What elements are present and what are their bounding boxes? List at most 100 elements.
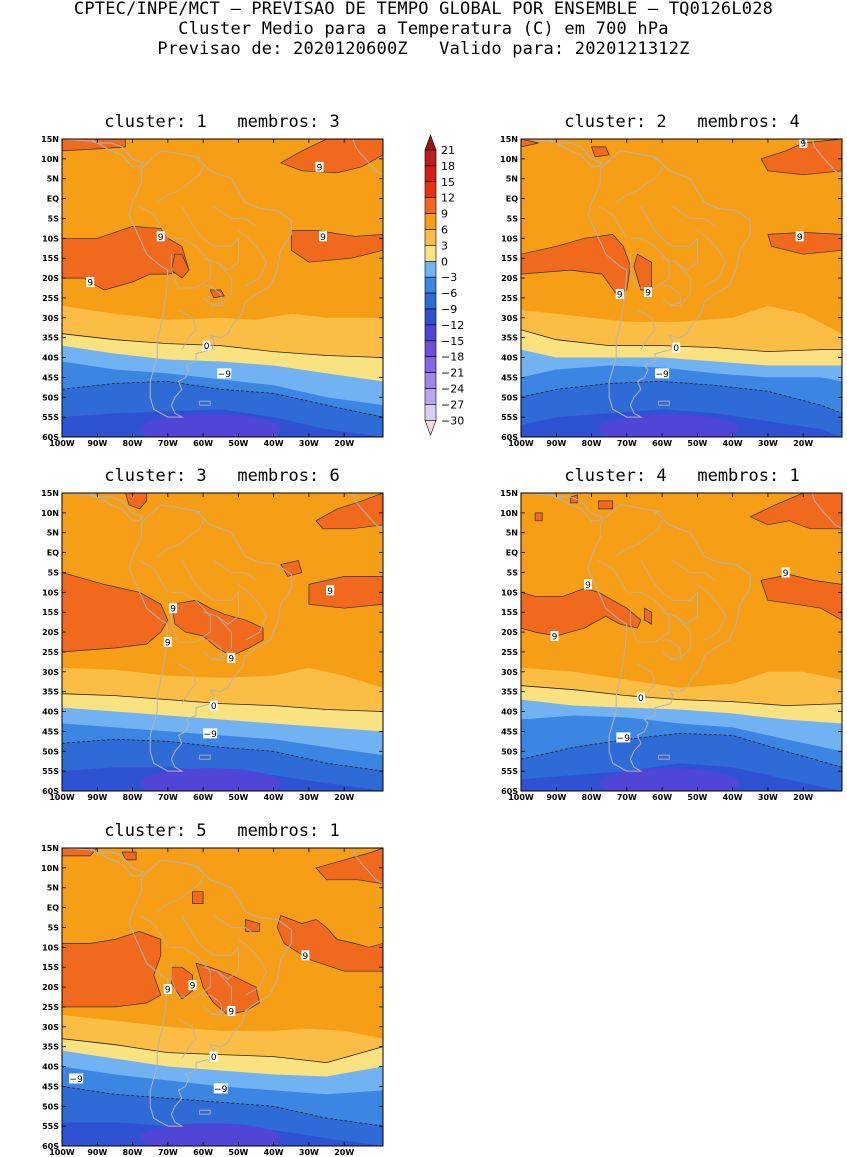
contour-label: 0 <box>673 344 679 354</box>
lat-label: 5S <box>507 215 519 224</box>
colorbar-label: −27 <box>441 398 464 411</box>
lon-label: 20W <box>334 793 354 802</box>
colorbar-swatch <box>424 340 437 357</box>
lat-label: 15S <box>42 963 59 972</box>
lat-label: 55S <box>42 767 59 776</box>
contour-label: 9 <box>317 163 323 173</box>
lat-label: 5N <box>47 884 59 893</box>
lat-label: 45S <box>42 727 59 736</box>
header-line-1: CPTEC/INPE/MCT – PREVISAO DE TEMPO GLOBA… <box>73 0 774 19</box>
lat-label: 10N <box>41 155 59 164</box>
contour-label-box <box>156 231 165 242</box>
lat-label: 40S <box>42 708 59 717</box>
island <box>658 400 670 406</box>
contour-label-box <box>615 289 624 299</box>
warm-region <box>62 139 126 152</box>
lon-label: 40W <box>264 439 284 448</box>
lon-label: 100W <box>49 439 75 448</box>
contour-label: 9 <box>585 581 591 591</box>
country-border <box>615 520 663 557</box>
colorbar-label: −18 <box>441 351 464 364</box>
country-border <box>156 166 204 203</box>
cold-core <box>598 414 740 437</box>
warm-region <box>290 230 383 263</box>
colorbar-swatch <box>424 260 437 278</box>
warm-region <box>749 493 842 530</box>
map-frame <box>61 492 384 792</box>
colorbar-bottom-arrow <box>424 419 437 437</box>
country-border <box>615 166 663 203</box>
warm-region <box>171 966 193 1000</box>
map-panel-5: 9 9 9 9 0 −9 −9 15N 10N 5N EQ 5S 10S 15S 20S 25S 30S 35S 4… <box>41 844 384 1157</box>
lon-label: 30W <box>758 793 778 802</box>
country-border <box>238 230 268 287</box>
country-border <box>661 285 682 307</box>
colorbar-swatch <box>424 404 437 421</box>
lon-label: 90W <box>87 793 107 802</box>
lat-label: 20S <box>501 628 518 637</box>
lon-label: 60W <box>652 793 672 802</box>
cold-core <box>598 768 740 791</box>
contour-zero <box>521 685 842 707</box>
colorbar-swatch <box>424 165 437 183</box>
lat-label: 30S <box>42 1023 59 1032</box>
map-frame <box>520 492 843 792</box>
colorbar-swatch <box>424 197 437 214</box>
lat-label: 45S <box>42 1082 59 1091</box>
warm-region <box>760 139 842 176</box>
lon-label: 80W <box>582 439 602 448</box>
colorbar-label: −21 <box>441 367 464 380</box>
country-border <box>672 206 716 227</box>
lat-label: 5N <box>506 529 518 538</box>
colorbar-swatch <box>424 388 437 405</box>
contour-label: 0 <box>211 1053 217 1063</box>
contour-label-box <box>550 631 559 641</box>
island <box>658 754 670 760</box>
lon-label: 100W <box>49 793 75 802</box>
country-border <box>661 639 682 661</box>
country-border <box>139 915 169 948</box>
contour-label: −9 <box>218 370 232 380</box>
lat-label: 10N <box>41 864 59 873</box>
colorbar-label: −15 <box>441 335 464 348</box>
lon-label: 40W <box>264 1148 284 1157</box>
panel-title-2: cluster: 2 membros: 4 <box>564 112 800 132</box>
warm-region <box>170 599 264 657</box>
lat-label: 20S <box>42 983 59 992</box>
contour-label: 0 <box>638 694 644 704</box>
lat-label: 15S <box>501 608 518 617</box>
colorbar-label: −9 <box>441 303 457 316</box>
lon-label: 70W <box>617 439 637 448</box>
lat-label: 10S <box>42 234 59 243</box>
lat-label: 25S <box>42 648 59 657</box>
lon-label: 70W <box>158 439 178 448</box>
country-border <box>178 1018 197 1059</box>
lat-label: 40S <box>42 354 59 363</box>
country-border <box>202 591 239 625</box>
colorbar-swatch <box>424 245 437 262</box>
lon-label: 60W <box>193 793 213 802</box>
contour-minus-nine <box>521 732 842 768</box>
colorbar-top-arrow <box>424 134 437 151</box>
country-border <box>178 663 197 704</box>
country-border <box>156 520 204 557</box>
lat-label: 5S <box>48 569 60 578</box>
lat-label: 60S <box>42 787 59 796</box>
colorbar-label: −12 <box>441 319 464 332</box>
lon-label: 50W <box>228 1148 248 1157</box>
coastline <box>587 504 751 772</box>
lat-label: 25S <box>42 294 59 303</box>
lon-label: 90W <box>546 793 566 802</box>
lat-label: EQ <box>47 904 59 913</box>
contour-minus-nine <box>62 738 383 772</box>
contour-label-box <box>584 579 592 590</box>
lon-label: 20W <box>334 1148 354 1157</box>
lat-label: EQ <box>506 195 518 204</box>
cold-core <box>139 1123 281 1146</box>
lat-label: 5S <box>507 569 519 578</box>
warm-region <box>280 560 303 577</box>
contour-label-box <box>644 287 652 297</box>
colorbar-swatch <box>424 308 437 326</box>
lat-label: 20S <box>42 628 59 637</box>
